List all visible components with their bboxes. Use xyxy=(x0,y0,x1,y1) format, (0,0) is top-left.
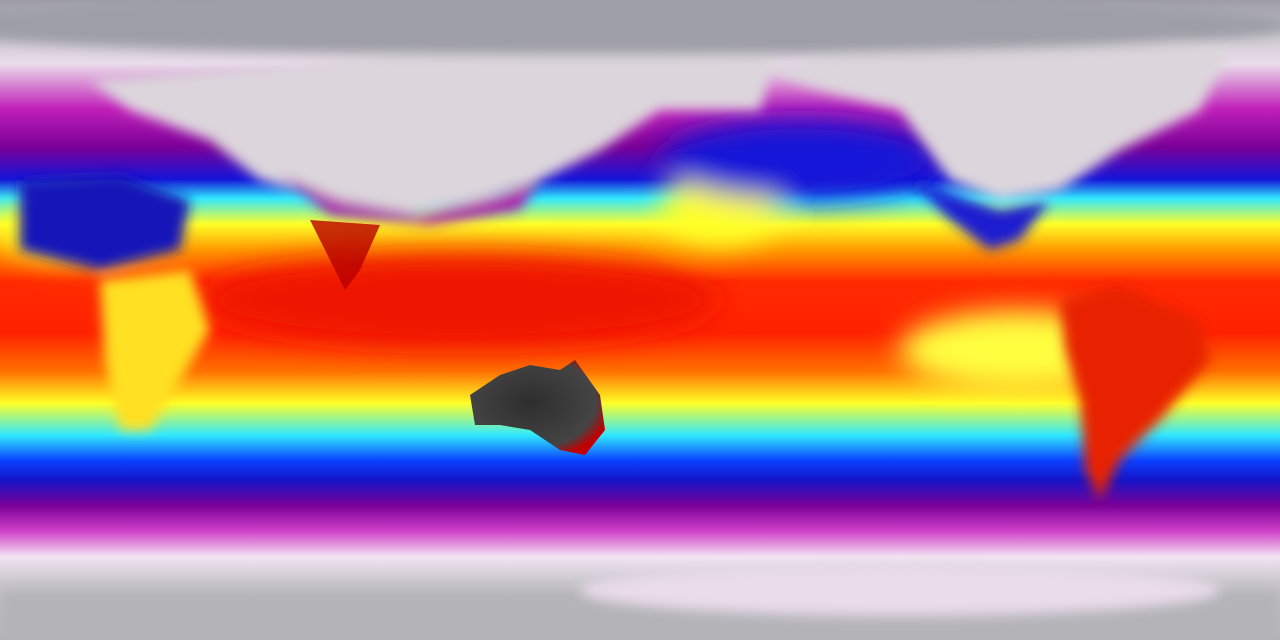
southern-ice xyxy=(580,565,1220,615)
india-landmass xyxy=(310,220,380,290)
south-america-landmass xyxy=(1060,285,1210,500)
africa-landmass xyxy=(100,270,210,430)
eurasia-landmass xyxy=(90,40,780,215)
sahara-region xyxy=(20,175,190,270)
australia-landmass xyxy=(470,360,605,455)
himalaya-band xyxy=(280,175,540,225)
north-america-south xyxy=(910,180,1050,250)
north-america-landmass xyxy=(760,30,1230,200)
arctic-cloud xyxy=(0,0,1280,55)
